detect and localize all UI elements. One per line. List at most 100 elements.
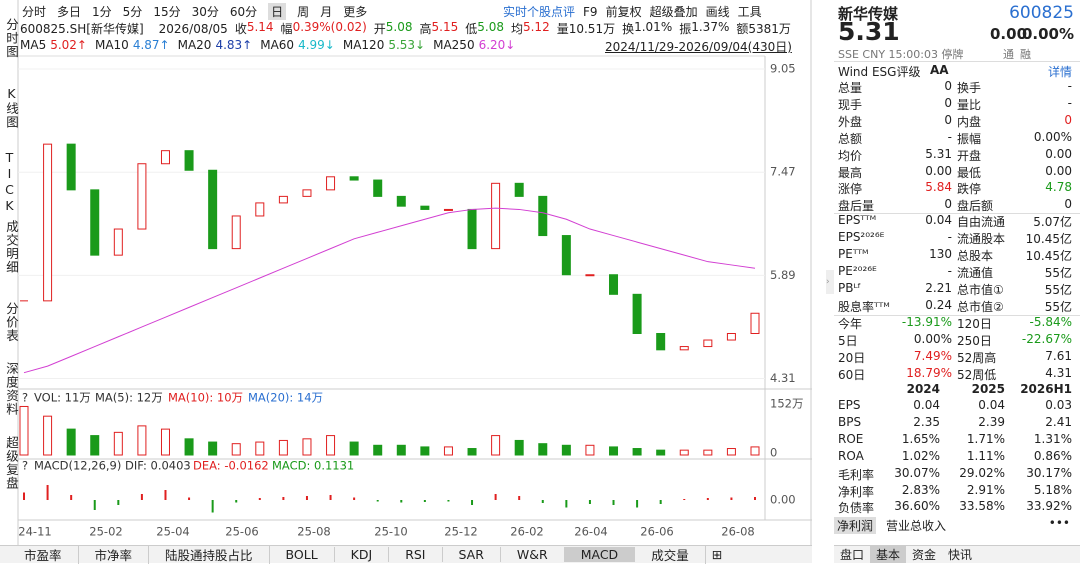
candle: [184, 150, 194, 171]
toolbar-item[interactable]: 日: [268, 3, 287, 20]
cell-value: -: [1067, 95, 1072, 110]
panel-tab[interactable]: 快讯: [948, 548, 973, 562]
volume-bar: [656, 449, 666, 456]
cell-value: 18.79%: [906, 365, 952, 380]
volume-bar: [396, 444, 406, 456]
esg-label: Wind ESG评级: [838, 65, 921, 79]
tab[interactable]: RSI: [389, 546, 443, 562]
candle: [656, 333, 666, 351]
toolbar-item[interactable]: 30分: [191, 5, 219, 19]
chart: 9.05 7.47 5.89 4.31? VOL: 11万 MA(5): 12万 MA(10…: [17, 0, 812, 545]
volume-bar: [326, 435, 336, 456]
fin-value: 2.83%: [901, 482, 940, 497]
field-label: 振: [679, 22, 692, 36]
macd-bar: [188, 497, 191, 500]
panel-tab[interactable]: 资金: [912, 548, 937, 562]
tab[interactable]: KDJ: [335, 546, 390, 562]
cell-value: 5.31: [925, 146, 952, 161]
tab[interactable]: 陆股通持股占比: [149, 544, 270, 564]
cell-value: -: [947, 129, 952, 144]
side-tab[interactable]: 分时图: [4, 18, 19, 59]
toolbar-item[interactable]: 60分: [229, 5, 258, 19]
toolbar-item[interactable]: 分时: [22, 5, 47, 19]
cell-label: 总额: [838, 131, 863, 146]
fin-value: 0.04: [978, 398, 1005, 412]
fin-value: 1.31%: [1033, 431, 1072, 446]
collapse-arrow[interactable]: ›: [826, 270, 834, 294]
ma-name: MA20: [177, 38, 212, 52]
x-tick-label: 25-12: [444, 525, 477, 539]
macd-bar: [706, 498, 709, 500]
volume-bar: [750, 446, 760, 456]
toolbar-item[interactable]: 多日: [57, 5, 82, 19]
y-tick-label: 9.05: [770, 62, 796, 76]
toolbar-item[interactable]: 实时个股点评: [503, 5, 576, 19]
toolbar-item[interactable]: 周: [297, 5, 310, 19]
tab[interactable]: BOLL: [270, 546, 335, 562]
cell-label: 52周高: [957, 350, 997, 365]
volume-bar: [703, 449, 713, 456]
macd-bar: [258, 498, 261, 500]
tab[interactable]: SAR: [443, 546, 501, 562]
ma-value: 5.53↓: [388, 38, 426, 52]
macd-bar: [494, 494, 497, 500]
toolbar-item[interactable]: 画线: [705, 5, 730, 19]
volume-bar: [302, 438, 312, 456]
tab[interactable]: 市盈率: [18, 544, 79, 564]
fin-header: 2026H1: [1020, 382, 1072, 396]
side-tab[interactable]: 超级复盘: [4, 436, 19, 490]
fin-label: 毛利率: [838, 467, 875, 482]
cell-value: 0: [944, 197, 952, 212]
candle: [609, 274, 619, 295]
fin-tab[interactable]: 净利润: [834, 517, 877, 534]
toolbar-item[interactable]: 15分: [153, 5, 181, 19]
fin-label: ROA: [838, 448, 864, 463]
macd-bar: [565, 500, 568, 508]
y-tick-label: 0: [770, 446, 777, 460]
panel-header: ?: [22, 391, 28, 405]
field: 额 5381万: [736, 20, 791, 37]
toolbar-item[interactable]: 月: [320, 5, 333, 19]
toolbar-item[interactable]: 前复权: [605, 5, 642, 19]
macd-bar: [541, 500, 544, 503]
side-tab[interactable]: 分价表: [4, 302, 19, 343]
field-value: 5.08: [477, 20, 504, 34]
panel-tab[interactable]: 盘口: [840, 548, 865, 562]
toolbar-item[interactable]: 更多: [343, 5, 368, 19]
toolbar-item[interactable]: 超级叠加: [649, 5, 698, 19]
side-tab[interactable]: 深度资料: [4, 362, 19, 416]
candle: [278, 195, 288, 204]
toolbar-item[interactable]: F9: [583, 4, 598, 19]
ma-value: 5.02↑: [50, 38, 87, 52]
esg-link[interactable]: 详情: [1047, 65, 1072, 79]
tab[interactable]: 成交量: [635, 544, 706, 564]
stock-pct: 0.00%: [1021, 25, 1074, 43]
tab[interactable]: 市净率: [79, 544, 150, 564]
side-tab[interactable]: K线图: [4, 86, 19, 129]
panel-tab[interactable]: 基本: [870, 546, 907, 563]
more[interactable]: •••: [1048, 516, 1070, 530]
toolbar-item[interactable]: 1分: [92, 5, 112, 19]
stock-tag: 通: [1003, 48, 1014, 61]
candle: [750, 312, 760, 334]
side-tab[interactable]: 成交明细: [4, 220, 19, 274]
macd-bar: [235, 500, 238, 503]
volume-bar: [561, 444, 571, 456]
x-tick-label: 25-02: [89, 525, 122, 539]
cell-label: 涨停: [838, 182, 863, 197]
volume-bar: [137, 425, 147, 456]
cell-value: 0: [944, 79, 952, 93]
field: 换 1.01%: [622, 20, 672, 37]
volume-bar: [231, 443, 241, 456]
tab[interactable]: MACD: [564, 546, 636, 562]
toolbar-item[interactable]: 工具: [737, 5, 762, 19]
cell-label: 量比: [957, 97, 982, 112]
side-tab[interactable]: TICK: [2, 150, 17, 214]
fin-tab[interactable]: 营业总收入: [886, 519, 947, 533]
fin-value: 0.04: [913, 398, 940, 412]
toolbar-item[interactable]: 5分: [122, 5, 143, 19]
tab[interactable]: W&R: [501, 546, 565, 562]
tab-add[interactable]: ⊞: [711, 546, 723, 562]
macd-bar: [305, 496, 308, 500]
volume-bar: [90, 435, 100, 456]
